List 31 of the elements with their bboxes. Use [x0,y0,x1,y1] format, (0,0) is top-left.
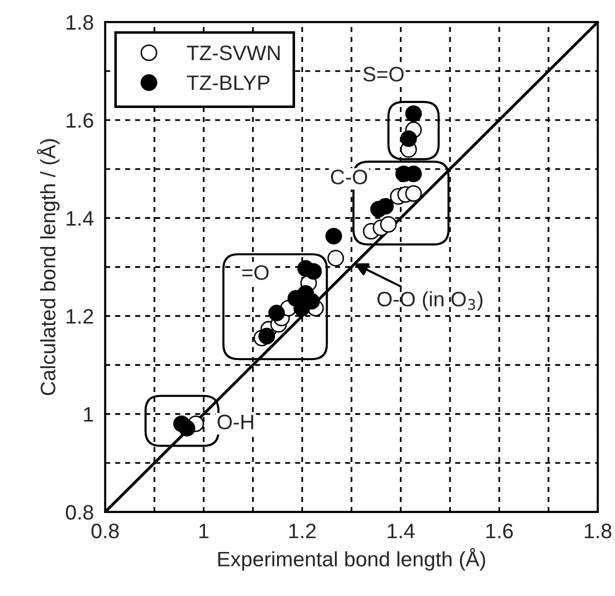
point [380,216,397,233]
y-tick-label: 1.4 [66,211,94,226]
point [325,228,342,244]
annotation: C-O [330,170,368,184]
annotation: O-H [218,414,254,430]
point [178,420,196,436]
x-tick-label: 1 [199,524,208,538]
point [377,198,394,215]
point [305,263,322,280]
legend-label: TZ-SVWN [186,46,280,60]
y-axis-title: Calculated bond length / (Å) [36,139,60,396]
x-axis-title: Experimental bond length (Å) [218,548,486,571]
x-tick-label: 1.8 [584,524,612,538]
annotation: O-O (in O$_{3}$) [377,291,482,311]
legend-label: TZ-BLYP [186,76,270,90]
x-tick-label: 1.4 [388,524,415,538]
x-tick-label: 1.6 [486,524,513,538]
point [258,328,276,344]
point [405,185,422,202]
annotation: =O [242,265,269,280]
y-tick-label: 1.2 [66,309,94,324]
point [327,250,344,266]
x-tick-label: 0.8 [92,524,119,538]
point [268,304,285,322]
annotation: S=O [363,66,404,82]
y-tick-label: 1 [84,407,94,422]
point [405,105,422,122]
x-tick-label: 1.2 [289,524,316,538]
y-tick-label: 1.8 [66,15,94,30]
y-tick-label: 1.6 [66,113,94,128]
y-tick-label: 0.8 [66,504,94,520]
